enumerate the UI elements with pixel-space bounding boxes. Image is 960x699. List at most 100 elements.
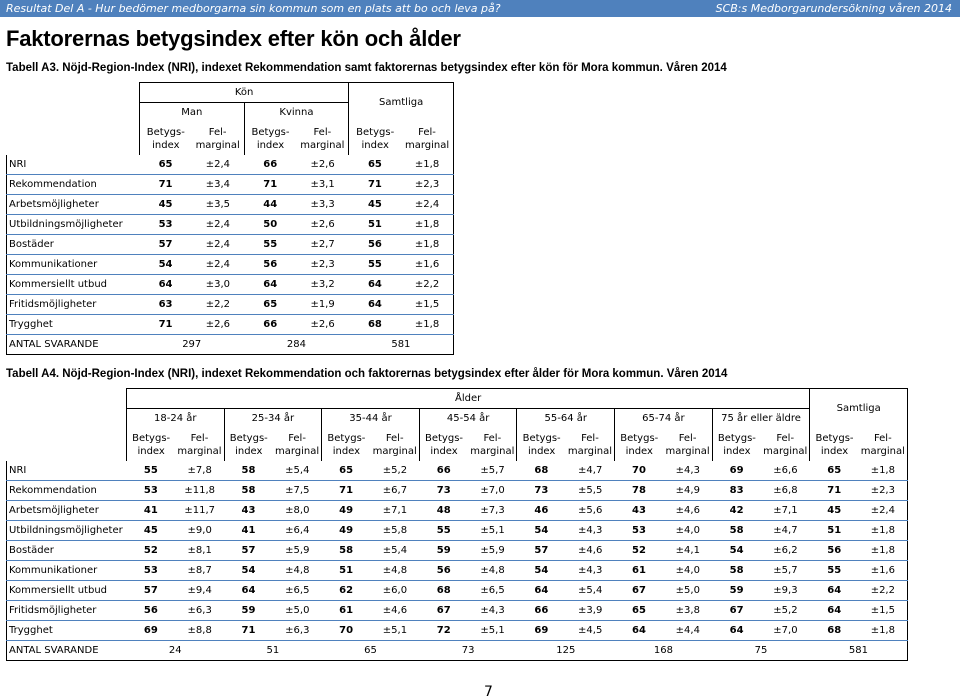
table-a4-margin-cell: ±1,8 [858,620,908,641]
table-a3-row: Kommunikationer 54 ±2,4 56 ±2,3 55 ±1,6 [6,254,455,275]
table-a4-margin-cell: ±6,3 [272,620,322,641]
table-a4-margin-cell: ±4,9 [663,480,713,501]
table-a4-margin-cell: ±5,4 [565,580,615,601]
table-a4-margin-cell: ±3,8 [663,600,713,621]
table-a4-row: Rekommendation 53 ±11,8 58 ±7,5 71 ±6,7 73 ±7,0 7… [6,480,908,501]
table-a3-index-cell: 51 [348,214,402,235]
table-a4-margin-cell: ±4,8 [272,560,322,581]
table-a4-index-cell: 69 [712,460,762,481]
table-a3-margin-cell: ±2,6 [191,314,245,335]
table-a4-index-cell: 68 [419,580,469,601]
table-a4-index-cell: 64 [224,580,273,601]
table-a3-index-cell: 63 [139,294,192,315]
table-a4-respondents-cell: 581 [809,640,908,661]
table-a4-margin-cell: ±6,3 [175,600,225,621]
table-a4-index-cell: 54 [712,540,762,561]
table-a3-margin-cell: ±3,0 [191,274,245,295]
table-a4-margin-cell: ±5,1 [370,620,420,641]
table-a4-index-cell: 73 [516,480,566,501]
table-a4-row: Utbildningsmöjligheter 45 ±9,0 41 ±6,4 49 ±5,8… [6,520,908,541]
table-a4-margin-cell: ±8,1 [175,540,225,561]
table-a3-margin-cell: ±2,2 [401,274,455,295]
table-a4-margin-cell: ±6,0 [370,580,420,601]
table-a4-margin-cell: ±5,1 [468,620,517,641]
table-a4-index-cell: 59 [712,580,762,601]
table-a3-margin-cell: ±3,1 [296,174,349,195]
table-a4-margin-cell: ±1,8 [858,520,908,541]
table-a4-index-cell: 54 [224,560,273,581]
table-a4-index-cell: 58 [712,520,762,541]
table-a4-row: Kommersiellt utbud 57 ±9,4 64 ±6,5 62 ±6,0 68 ±6… [6,580,908,601]
table-a4-index-cell: 67 [614,580,664,601]
table-a4-margin-cell: ±5,0 [663,580,713,601]
table-a4-age-group: 75 år eller äldre [711,408,811,429]
table-a4-index-cell: 41 [224,520,273,541]
table-a4-index-cell: 58 [224,460,273,481]
table-a4-row-label: Trygghet [6,620,127,641]
table-a4-row-label: Rekommendation [6,480,127,501]
table-a4-respondents-row: ANTAL SVARANDE 24 51 65 73 125 168 75 581 [6,640,908,661]
section-heading: Faktorernas betygsindex efter kön och ål… [6,26,461,51]
table-a3-respondents-cell: 284 [244,334,349,355]
table-a3-margin-cell: ±2,4 [191,234,245,255]
table-a3-margin-cell: ±2,4 [191,154,245,175]
table-a3-row-label: Arbetsmöjligheter [6,194,140,215]
table-a4-index-cell: 57 [516,540,566,561]
table-a4-respondents-label: ANTAL SVARANDE [6,640,127,661]
table-a3-index-cell: 65 [348,154,402,175]
table-a3-row-label: Kommunikationer [6,254,140,275]
table-a4-age-group: 25-34 år [223,408,322,429]
table-a4-index-cell: 66 [419,460,469,481]
table-a3-row: Trygghet 71 ±2,6 66 ±2,6 68 ±1,8 [6,314,455,335]
table-a4-index-cell: 51 [321,560,371,581]
table-a4-age-group: 55-64 år [516,408,615,429]
table-a4-index-cell: 42 [712,500,762,521]
table-a4-margin-cell: ±7,5 [272,480,322,501]
table-a3-row-label: Kommersiellt utbud [6,274,140,295]
table-a4: Ålder Samtliga 18-24 år 25-34 år 35-44 år 4… [6,388,908,661]
table-a4-index-cell: 54 [516,560,566,581]
table-a4-margin-cell: ±11,7 [175,500,225,521]
table-a3-index-cell: 56 [244,254,297,275]
table-a3-index-cell: 66 [244,314,297,335]
table-a4-index-cell: 49 [321,520,371,541]
table-a4-index-cell: 58 [321,540,371,561]
table-a3-margin-cell: ±1,5 [401,294,455,315]
table-a4-index-cell: 53 [614,520,664,541]
table-a3-index-cell: 55 [348,254,402,275]
table-a4-group-header: Ålder [125,388,811,409]
table-a4-margin-cell: ±2,4 [858,500,908,521]
table-a4-index-cell: 67 [419,600,469,621]
table-a4-margin-cell: ±5,9 [468,540,517,561]
table-a4-index-cell: 66 [516,600,566,621]
table-a4-corner [7,389,127,461]
table-a3-margin-cell: ±3,2 [296,274,349,295]
table-a4-index-cell: 56 [126,600,176,621]
table-a4-col-index: Betygs-index [711,428,762,461]
table-a3-margin-cell: ±2,3 [401,174,455,195]
table-a3-group-header: Kön [138,82,350,103]
table-a4-margin-cell: ±4,6 [565,540,615,561]
table-a4-margin-cell: ±5,5 [565,480,615,501]
table-a4-margin-cell: ±4,3 [468,600,517,621]
table-a4-respondents-cell: 51 [224,640,322,661]
table-a4-col-margin: Fel-marginal [274,432,320,457]
table-a4-index-cell: 55 [126,460,176,481]
table-a3-index-cell: 53 [139,214,192,235]
table-a3-index-cell: 57 [139,234,192,255]
table-a4-index-cell: 59 [419,540,469,561]
table-a3-col-index: Betygs-index [348,122,402,155]
table-a3-total-header: Samtliga [348,82,454,123]
table-a4-index-cell: 65 [614,600,664,621]
table-a4-row-label: Arbetsmöjligheter [6,500,127,521]
table-a4-col-index: Betygs-index [223,428,273,461]
table-a4-margin-cell: ±5,7 [761,560,810,581]
table-a4-index-cell: 65 [321,460,371,481]
table-a4-index-cell: 57 [224,540,273,561]
table-a4-margin-cell: ±4,3 [663,460,713,481]
table-a3-row-label: Fritidsmöjligheter [6,294,140,315]
table-a3-index-cell: 64 [244,274,297,295]
table-a4-margin-cell: ±5,1 [468,520,517,541]
table-a4-margin-cell: ±4,3 [565,520,615,541]
table-a3-respondents-label: ANTAL SVARANDE [6,334,140,355]
